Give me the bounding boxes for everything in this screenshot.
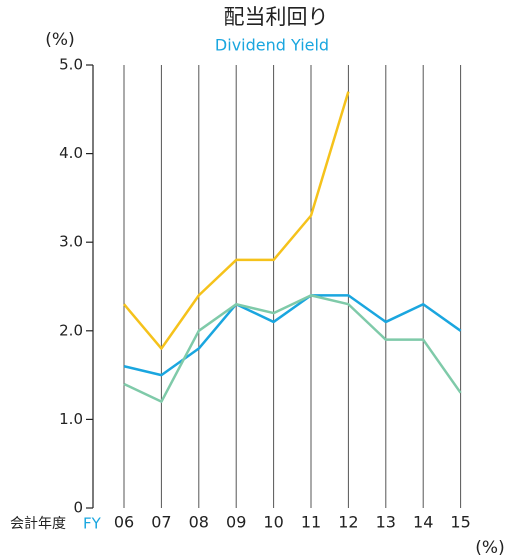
x-tick-label: 13 [376,513,396,532]
x-label-en: FY [83,515,102,533]
x-tick-label: 15 [450,513,470,532]
y-unit: (%) [45,30,74,50]
chart-title: 配当利回り [224,5,329,29]
x-label: 会計年度 [10,516,66,532]
y-tick-label: 5.0 [59,56,83,74]
chart-subtitle: Dividend Yield [215,36,329,55]
data-line [123,294,462,403]
x-tick-label: 06 [114,513,134,532]
y-tick-label: 1.0 [59,410,83,428]
x-tick-label: 09 [226,513,246,532]
y-tick-label: 2.0 [59,321,83,339]
data-line [123,91,350,350]
y-tick-label: 4.0 [59,144,83,162]
x-tick-label: 08 [189,513,209,532]
data-line [123,294,462,377]
y-tick-label: 0 [73,499,83,517]
x-unit: (%) [475,538,504,558]
x-tick-label: 12 [338,513,358,532]
y-tick-label: 3.0 [59,233,83,251]
x-tick-label: 11 [301,513,321,532]
x-tick-label: 07 [151,513,171,532]
x-tick-label: 14 [413,513,433,532]
x-tick-label: 10 [263,513,283,532]
